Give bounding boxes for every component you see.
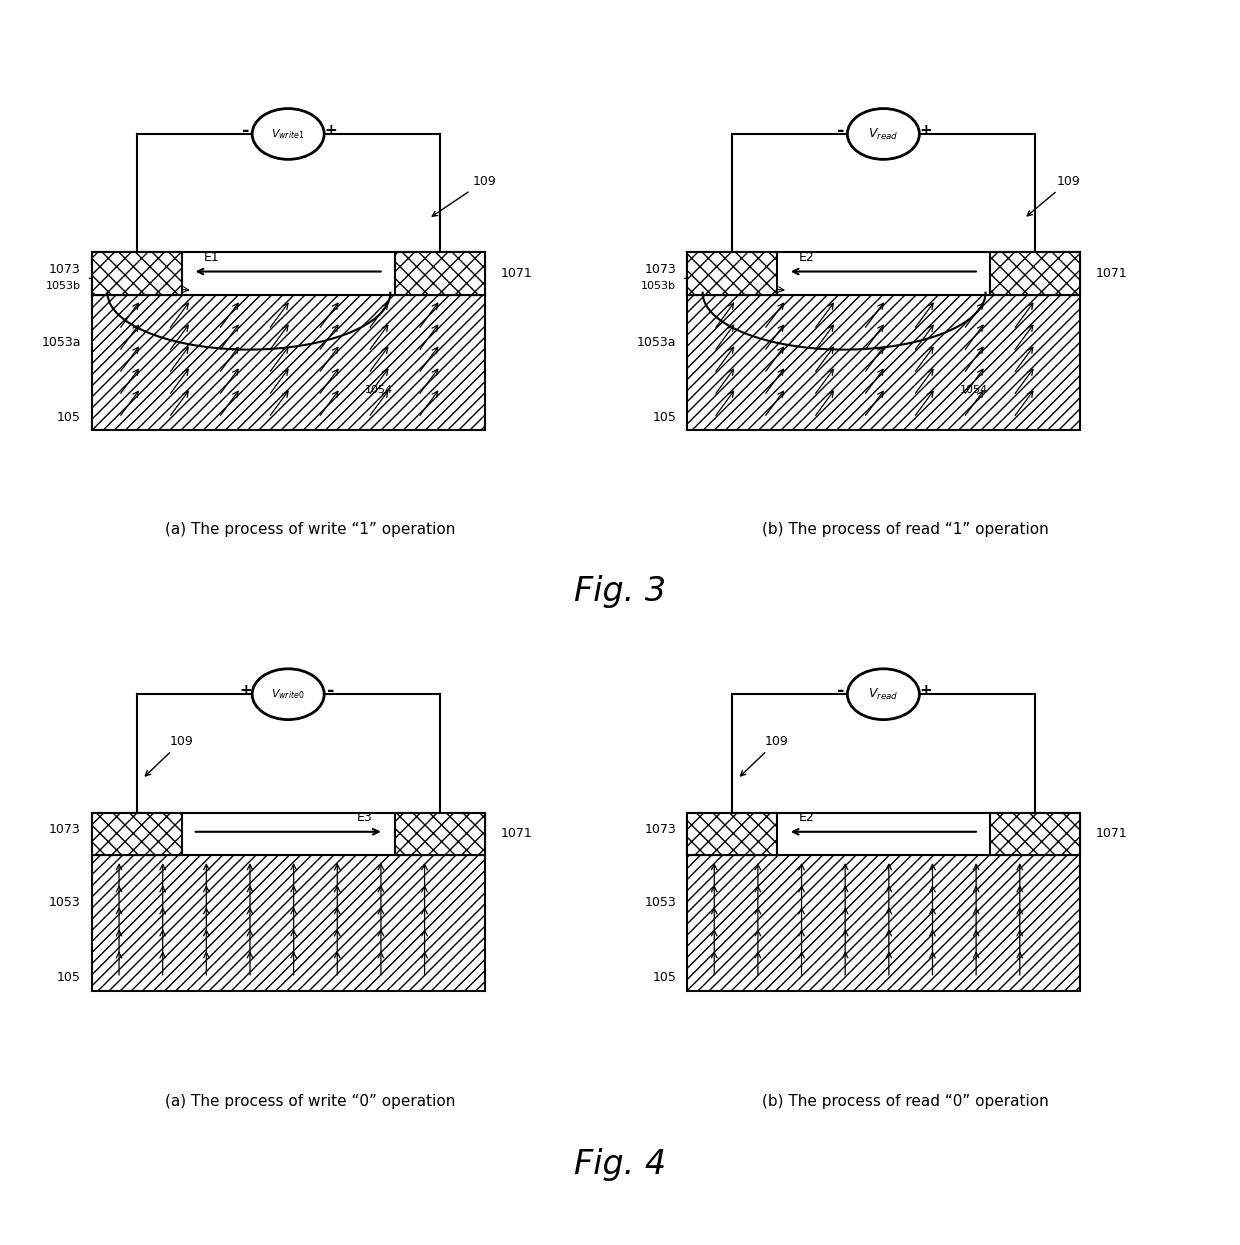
Text: Fig. 3: Fig. 3: [574, 575, 666, 608]
Text: 1073: 1073: [50, 823, 81, 837]
Text: +: +: [325, 123, 337, 138]
Text: +: +: [920, 684, 932, 698]
Bar: [92, 295, 485, 431]
Ellipse shape: [847, 669, 919, 720]
Text: $V_{read}$: $V_{read}$: [868, 127, 899, 142]
Bar: [687, 295, 1080, 431]
Ellipse shape: [252, 669, 324, 720]
Text: 1054: 1054: [365, 385, 393, 395]
Text: 1054: 1054: [960, 385, 988, 395]
Text: 1053b: 1053b: [46, 280, 81, 290]
Text: 1073: 1073: [50, 263, 81, 276]
Text: 105: 105: [57, 411, 81, 425]
Text: +: +: [239, 684, 252, 698]
Text: (b) The process of read “1” operation: (b) The process of read “1” operation: [761, 522, 1049, 537]
Bar: [394, 813, 485, 855]
Bar: [92, 855, 485, 991]
Text: 105: 105: [652, 971, 676, 985]
Text: 105: 105: [652, 411, 676, 425]
Text: 109: 109: [433, 174, 496, 217]
Text: 1071: 1071: [501, 268, 533, 280]
Text: E3: E3: [357, 812, 373, 824]
Text: Fig. 4: Fig. 4: [574, 1148, 666, 1180]
Text: $V_{read}$: $V_{read}$: [868, 687, 899, 702]
Bar: [990, 813, 1080, 855]
Text: 1053: 1053: [645, 896, 676, 909]
Text: $V_{write0}$: $V_{write0}$: [272, 687, 305, 701]
Bar: [687, 253, 1080, 295]
Text: 1073: 1073: [645, 263, 676, 276]
Text: 1073: 1073: [645, 823, 676, 837]
Text: -: -: [327, 682, 335, 700]
Bar: [394, 253, 485, 295]
Bar: [92, 813, 485, 855]
Text: E1: E1: [203, 251, 219, 264]
Text: -: -: [837, 682, 844, 700]
Text: -: -: [242, 122, 249, 139]
Text: 109: 109: [1027, 174, 1080, 215]
Text: 1071: 1071: [1096, 828, 1128, 840]
Bar: [687, 813, 777, 855]
Text: -: -: [837, 122, 844, 139]
Text: E2: E2: [799, 812, 815, 824]
Text: (a) The process of write “0” operation: (a) The process of write “0” operation: [165, 1094, 455, 1109]
Text: (a) The process of write “1” operation: (a) The process of write “1” operation: [165, 522, 455, 537]
Text: 1071: 1071: [1096, 268, 1128, 280]
Text: $V_{write1}$: $V_{write1}$: [272, 127, 305, 141]
Text: 1053a: 1053a: [636, 336, 676, 349]
Text: 105: 105: [57, 971, 81, 985]
Bar: [687, 813, 1080, 855]
Text: (b) The process of read “0” operation: (b) The process of read “0” operation: [761, 1094, 1049, 1109]
Text: 1071: 1071: [501, 828, 533, 840]
Text: 109: 109: [145, 735, 193, 776]
Text: E2: E2: [799, 251, 815, 264]
Text: +: +: [920, 123, 932, 138]
Bar: [687, 855, 1080, 991]
Bar: [687, 253, 777, 295]
Text: 109: 109: [740, 735, 789, 776]
Text: 1053: 1053: [50, 896, 81, 909]
Text: 1053b: 1053b: [641, 280, 676, 290]
Bar: [92, 813, 182, 855]
Bar: [92, 253, 182, 295]
Bar: [92, 253, 485, 295]
Bar: [990, 253, 1080, 295]
Text: 1053a: 1053a: [41, 336, 81, 349]
Ellipse shape: [847, 108, 919, 159]
Ellipse shape: [252, 108, 324, 159]
